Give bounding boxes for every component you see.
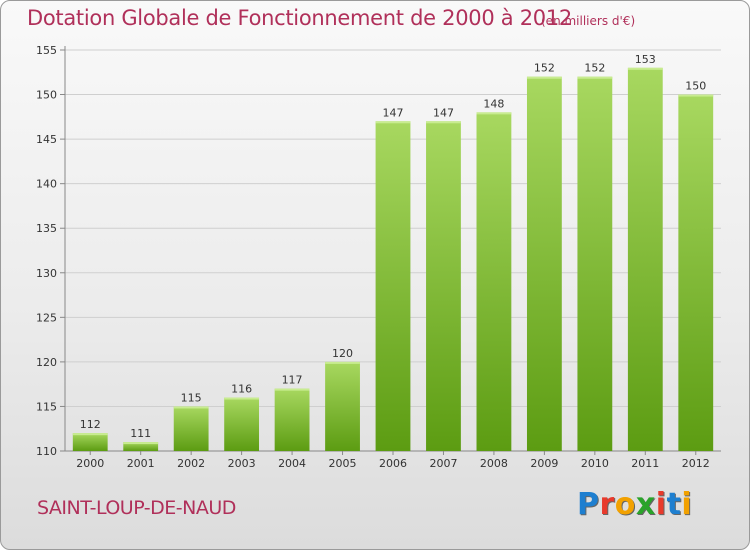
logo-letter: t: [666, 487, 682, 522]
axes: 110 115 120 125 130 135 140 145 150 155 2000 2001 20…: [36, 44, 721, 470]
proxiti-logo: Proxiti: [577, 487, 693, 525]
data-label-2008: 148: [483, 97, 504, 110]
x-tick-label: 2010: [581, 457, 609, 470]
bar-2004: [274, 388, 310, 451]
bar-highlight-2006: [375, 121, 411, 124]
bar-2011: [627, 67, 663, 452]
x-tick-label: 2012: [682, 457, 710, 470]
bar-2001: [123, 442, 159, 451]
bar-highlight-2007: [426, 121, 461, 124]
bar-highlight-2012: [678, 94, 714, 97]
bar-highlight-2004: [274, 388, 310, 391]
bar-2006: [375, 121, 411, 452]
bar-highlight-2008: [476, 112, 512, 115]
y-tick-label: 140: [36, 178, 57, 191]
data-label-2010: 152: [584, 62, 605, 75]
x-tick-label: 2007: [429, 457, 457, 470]
bar-highlight-2010: [577, 76, 613, 79]
y-tick-label: 110: [36, 445, 57, 458]
bar-2010: [577, 76, 613, 451]
x-tick-label: 2011: [631, 457, 659, 470]
x-tick-label: 2008: [480, 457, 508, 470]
data-label-2007: 147: [433, 106, 454, 119]
logo-letter: r: [599, 487, 615, 522]
data-label-2011: 153: [635, 53, 656, 66]
y-tick-label: 135: [36, 222, 57, 235]
bar-highlight-2009: [526, 76, 562, 79]
x-tick-label: 2005: [329, 457, 357, 470]
data-label-2012: 150: [685, 80, 706, 93]
bar-2008: [476, 112, 512, 451]
chart-title: Dotation Globale de Fonctionnement de 20…: [27, 6, 572, 30]
y-tick-label: 120: [36, 356, 57, 369]
data-label-2003: 116: [231, 383, 252, 396]
bar-2005: [325, 361, 360, 451]
y-tick-label: 130: [36, 267, 57, 280]
x-tick-label: 2004: [278, 457, 306, 470]
y-tick-label: 115: [36, 400, 57, 413]
logo-letter: i: [655, 487, 667, 522]
x-tick-label: 2003: [228, 457, 256, 470]
bars: [72, 67, 714, 452]
bar-2003: [224, 397, 260, 451]
data-label-2004: 117: [282, 374, 303, 387]
data-label-2005: 120: [332, 347, 353, 360]
x-tick-label: 2001: [127, 457, 155, 470]
data-label-2006: 147: [383, 106, 404, 119]
x-tick-label: 2002: [177, 457, 205, 470]
bar-2007: [426, 121, 461, 452]
bar-2012: [678, 94, 714, 452]
data-label-2002: 115: [181, 391, 202, 404]
bar-highlight-2002: [173, 406, 209, 409]
logo-letter: i: [681, 487, 693, 522]
bar-2002: [173, 406, 209, 451]
y-tick-label: 125: [36, 311, 57, 324]
logo-letter: x: [635, 487, 656, 522]
chart-unit: (en milliers d'€): [541, 14, 636, 28]
x-tick-label: 2006: [379, 457, 407, 470]
y-tick-label: 155: [36, 44, 57, 57]
x-tick-label: 2009: [530, 457, 558, 470]
bar-highlight-2000: [72, 433, 108, 436]
bar-highlight-2005: [325, 361, 360, 364]
data-label-2000: 112: [80, 418, 101, 431]
bar-2009: [526, 76, 562, 451]
x-tick-label: 2000: [76, 457, 104, 470]
data-label-2001: 111: [130, 427, 151, 440]
bar-highlight-2011: [627, 67, 663, 70]
bar-highlight-2003: [224, 397, 260, 400]
data-labels: 112 111 115 116 117 120 147 147 148 152 152 153 150: [80, 53, 707, 440]
commune-name: SAINT-LOUP-DE-NAUD: [37, 497, 236, 519]
bar-2000: [72, 433, 108, 451]
logo-letter: P: [577, 487, 600, 522]
y-tick-label: 150: [36, 89, 57, 102]
data-label-2009: 152: [534, 62, 555, 75]
logo-letter: o: [614, 487, 636, 522]
bar-highlight-2001: [123, 442, 159, 445]
y-tick-label: 145: [36, 133, 57, 146]
